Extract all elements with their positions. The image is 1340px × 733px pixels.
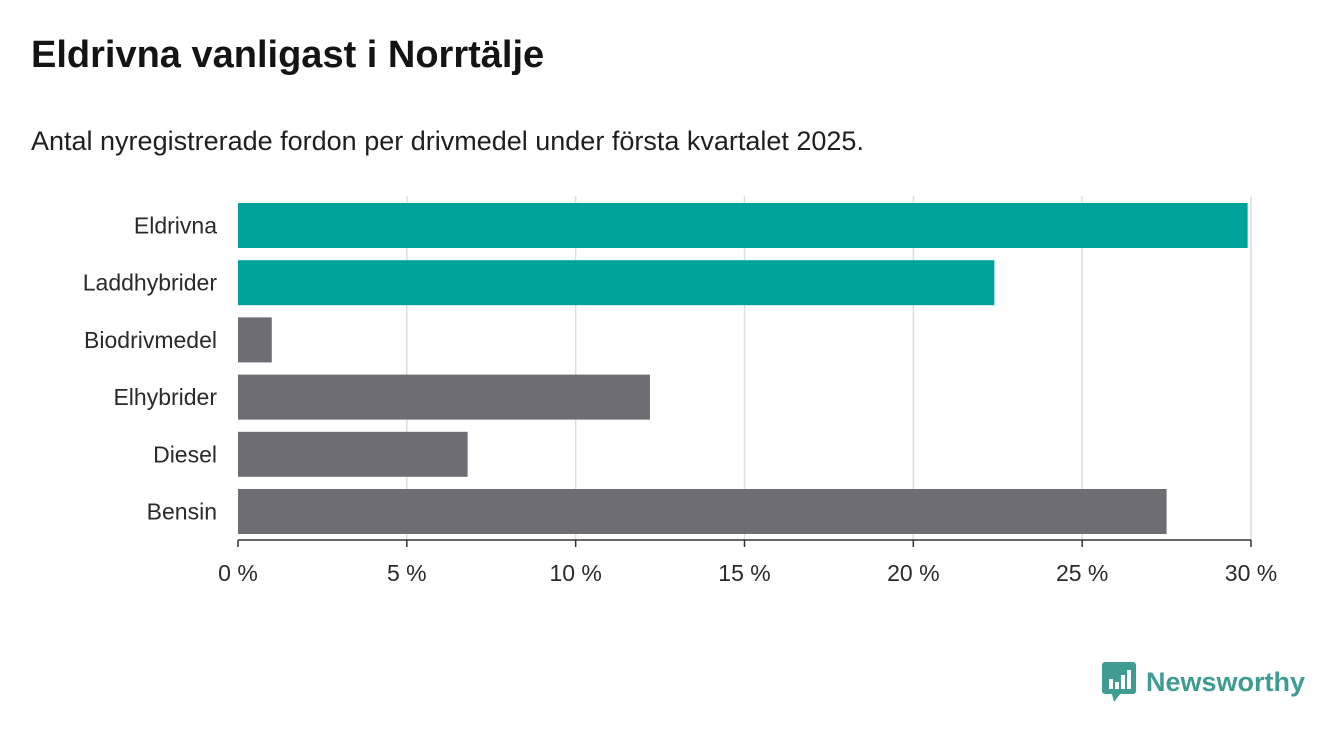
bar-laddhybrider [238,260,995,306]
category-label: Elhybrider [113,384,217,410]
category-label: Eldrivna [134,213,217,239]
category-labels: Eldrivna Laddhybrider Biodrivmedel Elhybrid… [83,213,218,525]
grid-lines [406,196,1252,540]
bar-bensin [238,489,1167,534]
x-tick-label: 0 % [218,560,258,586]
bar-elhybrider [238,374,650,420]
category-label: Biodrivmedel [84,327,217,353]
category-label: Bensin [147,499,217,525]
bar-diesel [238,431,468,477]
x-axis: 0 % 5 % 10 % 15 % 20 % 25 % 30 % [218,539,1277,586]
brand-logo: Newsworthy [1102,662,1305,702]
bars [238,203,1248,534]
x-tick-label: 20 % [887,560,939,586]
x-tick-label: 25 % [1056,560,1108,586]
x-tick-label: 30 % [1225,560,1277,586]
category-label: Laddhybrider [83,270,218,296]
x-tick-label: 10 % [549,560,601,586]
bar-eldrivna [238,203,1248,248]
bar-biodrivmedel [238,317,272,363]
x-tick-label: 15 % [718,560,770,586]
chart-subtitle: Antal nyregistrerade fordon per drivmede… [31,126,864,156]
chart-title: Eldrivna vanligast i Norrtälje [31,34,545,76]
x-tick-label: 5 % [387,560,427,586]
category-label: Diesel [153,441,217,467]
newsworthy-bars-icon [1102,662,1136,702]
brand-name: Newsworthy [1146,666,1306,697]
